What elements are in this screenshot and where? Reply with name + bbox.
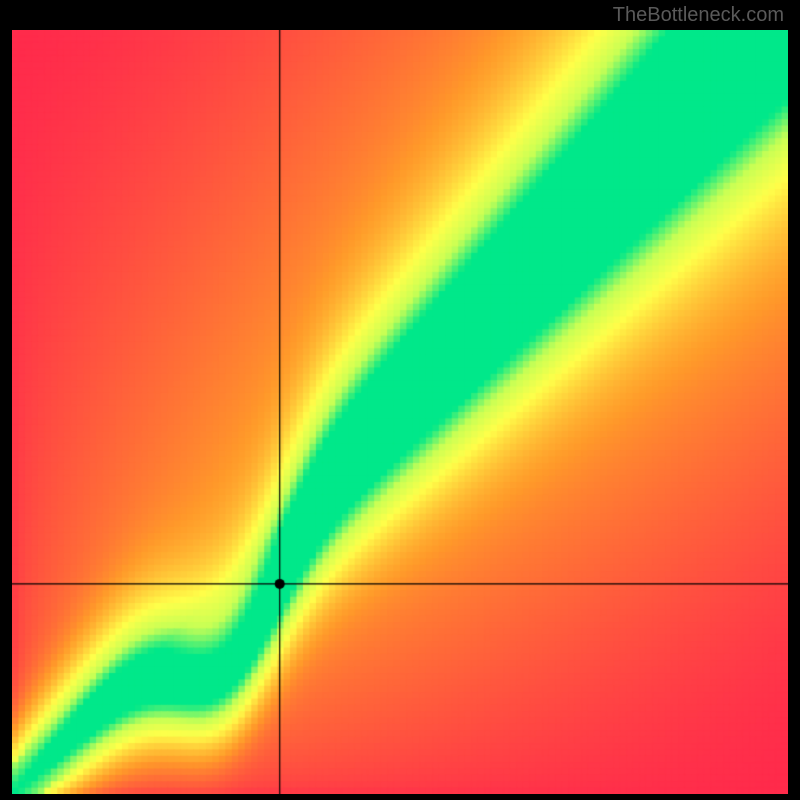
- heatmap-plot: [12, 30, 788, 794]
- page-root: TheBottleneck.com: [0, 0, 800, 800]
- watermark-text: TheBottleneck.com: [613, 4, 784, 27]
- heatmap-canvas: [12, 30, 788, 794]
